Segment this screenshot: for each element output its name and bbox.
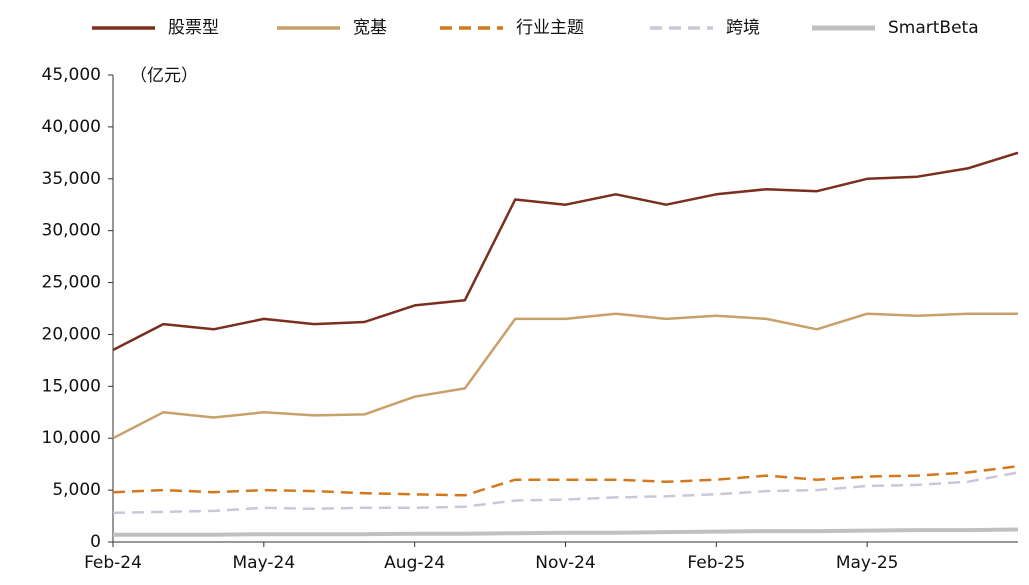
legend-label: 宽基	[353, 18, 387, 38]
y-tick-label: 30,000	[42, 221, 101, 241]
y-unit: （亿元）	[130, 66, 198, 86]
legend-label: SmartBeta	[888, 18, 979, 38]
y-tick-label: 25,000	[42, 273, 101, 293]
series-line	[112, 151, 1019, 352]
y-tick-label: 40,000	[42, 117, 101, 137]
x-tick-label: Aug-24	[384, 553, 445, 573]
y-tick-label: 0	[90, 532, 101, 552]
y-tick-label: 10,000	[42, 428, 101, 448]
series-line	[112, 312, 1018, 440]
y-tick-label: 20,000	[42, 324, 101, 344]
y-tick-label: 45,000	[42, 65, 101, 85]
series-line	[112, 464, 1019, 497]
x-tick-label: Feb-24	[84, 553, 142, 573]
y-tick-label: 5,000	[52, 480, 101, 500]
x-tick-label: Nov-24	[535, 553, 596, 573]
x-tick-label: Feb-25	[687, 553, 745, 573]
x-tick-label: May-24	[233, 553, 296, 573]
y-tick-label: 35,000	[42, 169, 101, 189]
legend-label: 跨境	[726, 18, 760, 38]
legend-label: 行业主题	[516, 18, 584, 38]
legend-label: 股票型	[168, 18, 219, 38]
series-line	[113, 527, 1019, 537]
y-tick-label: 15,000	[42, 376, 101, 396]
series-line	[112, 471, 1019, 515]
x-tick-label: May-25	[836, 553, 899, 573]
